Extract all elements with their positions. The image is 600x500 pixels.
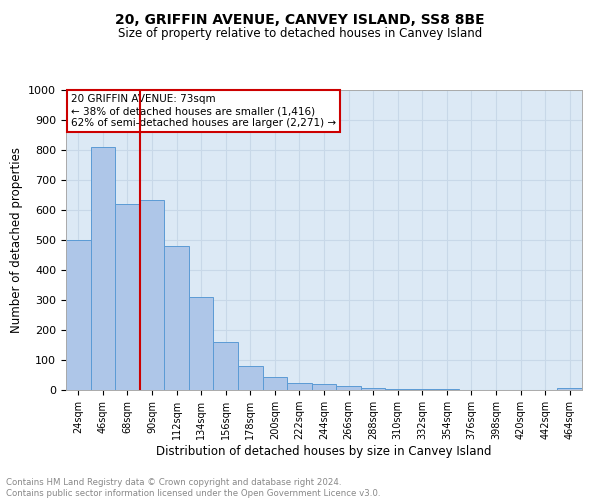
Bar (66, 240, 91, 390)
Bar (557, 388, 582, 390)
Bar (361, 388, 385, 390)
Text: 20, GRIFFIN AVENUE, CANVEY ISLAND, SS8 8BE: 20, GRIFFIN AVENUE, CANVEY ISLAND, SS8 8… (115, 12, 485, 26)
Bar (214, 342, 238, 390)
Bar (385, 388, 410, 390)
Bar (312, 384, 336, 390)
Text: Size of property relative to detached houses in Canvey Island: Size of property relative to detached ho… (118, 28, 482, 40)
Bar (189, 297, 214, 390)
Text: 20 GRIFFIN AVENUE: 73sqm
← 38% of detached houses are smaller (1,416)
62% of sem: 20 GRIFFIN AVENUE: 73sqm ← 38% of detach… (71, 94, 336, 128)
Y-axis label: Number of detached properties: Number of detached properties (10, 147, 23, 333)
Bar (287, 382, 312, 390)
Bar (140, 200, 164, 390)
Bar (336, 386, 361, 390)
Bar (410, 389, 434, 390)
Bar (91, 147, 115, 390)
Bar (263, 376, 287, 390)
Bar (115, 204, 140, 390)
X-axis label: Distribution of detached houses by size in Canvey Island: Distribution of detached houses by size … (156, 445, 492, 458)
Bar (238, 366, 263, 390)
Bar (164, 246, 189, 390)
Text: Contains HM Land Registry data © Crown copyright and database right 2024.
Contai: Contains HM Land Registry data © Crown c… (6, 478, 380, 498)
